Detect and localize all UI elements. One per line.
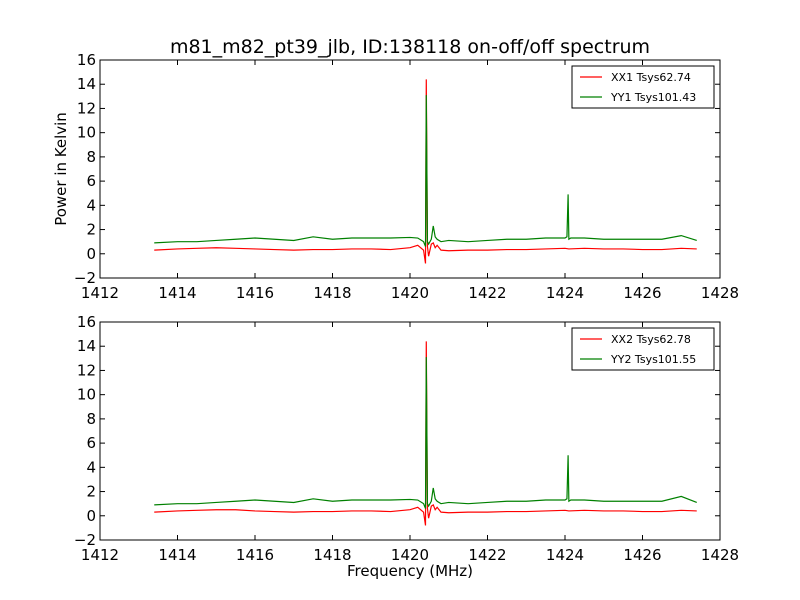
legend-box [571,327,715,371]
x-tick-label: 1412 [81,284,119,302]
x-tick-label: 1414 [158,546,196,564]
x-tick-label: 1428 [701,546,739,564]
plot-panel-1: 1412 1414 1416 1418 1420 1422 1424 1426 1428−202… [74,51,739,302]
x-axis-label: Frequency (MHz) [347,562,473,580]
y-tick-label: 4 [86,458,96,476]
x-tick-label: 1412 [81,546,119,564]
x-tick-label: 1422 [468,546,506,564]
x-tick-label: 1428 [701,284,739,302]
x-tick-label: 1420 [391,284,429,302]
x-tick-label: 1420 [391,546,429,564]
plot-panel-2: 1412 1414 1416 1418 1420 1422 1424 1426 1428−202… [74,313,739,564]
y-tick-label: 6 [86,434,96,452]
figure-title: m81_m82_pt39_jlb, ID:138118 on-off/off s… [170,36,650,58]
legend-label: YY2 Tsys101.55 [610,353,696,366]
y-tick-label: 10 [77,124,96,142]
y-tick-label: 10 [77,386,96,404]
y-tick-label: 8 [86,148,96,166]
legend-label: YY1 Tsys101.43 [610,91,696,104]
y-tick-label: 12 [77,361,96,379]
y-tick-label: −2 [74,269,96,287]
y-tick-label: 0 [86,507,96,525]
x-tick-label: 1416 [236,546,274,564]
legend-label: XX1 Tsys62.74 [611,71,691,84]
y-tick-label: 0 [86,245,96,263]
y-axis-label: Power in Kelvin [52,112,70,226]
series-line-2-1 [154,341,697,526]
y-tick-label: 16 [77,313,96,331]
x-tick-label: 1422 [468,284,506,302]
x-tick-label: 1418 [313,546,351,564]
x-tick-label: 1424 [546,546,584,564]
x-tick-label: 1418 [313,284,351,302]
y-tick-label: 12 [77,99,96,117]
legend: XX1 Tsys62.74 YY1 Tsys101.43 [571,65,715,109]
y-tick-label: −2 [74,531,96,549]
y-tick-label: 6 [86,172,96,190]
y-tick-label: 2 [86,221,96,239]
legend-label: XX2 Tsys62.78 [611,333,691,346]
legend: XX2 Tsys62.78 YY2 Tsys101.55 [571,327,715,371]
x-tick-label: 1416 [236,284,274,302]
series-line-1-2 [154,95,697,247]
y-tick-label: 4 [86,196,96,214]
x-tick-label: 1424 [546,284,584,302]
series-line-1-1 [154,79,697,264]
y-tick-label: 14 [77,337,96,355]
y-tick-label: 8 [86,410,96,428]
x-tick-label: 1426 [623,284,661,302]
y-tick-label: 2 [86,483,96,501]
y-tick-label: 16 [77,51,96,69]
plot-panels: 1412 1414 1416 1418 1420 1422 1424 1426 1428−202… [74,51,739,564]
y-tick-label: 14 [77,75,96,93]
x-tick-label: 1426 [623,546,661,564]
x-tick-label: 1414 [158,284,196,302]
series-line-2-2 [154,357,697,509]
legend-box [571,65,715,109]
